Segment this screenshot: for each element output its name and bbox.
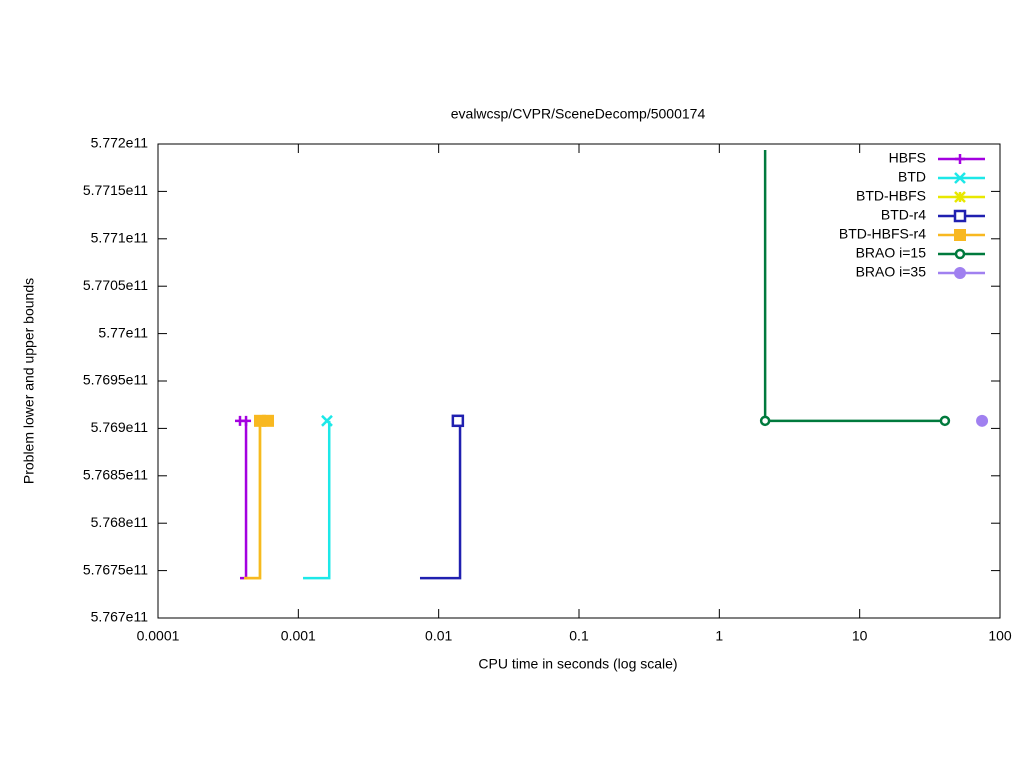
y-tick-label: 5.767e11 [91, 609, 149, 625]
legend-label: BTD-HBFS-r4 [839, 226, 926, 242]
legend-label: BTD-r4 [881, 207, 926, 223]
legend-marker [954, 191, 966, 203]
data-point [241, 415, 252, 426]
y-tick-label: 5.7685e11 [83, 467, 148, 483]
chart-title: evalwcsp/CVPR/SceneDecomp/5000174 [451, 106, 706, 122]
data-point [939, 415, 951, 427]
series-line [419, 420, 462, 580]
legend-marker [953, 209, 967, 223]
x-axis-label: CPU time in seconds (log scale) [478, 656, 677, 672]
legend-marker [954, 248, 966, 260]
legend-label: HBFS [889, 150, 926, 166]
y-tick-label: 5.768e11 [91, 514, 149, 530]
series-line [303, 420, 331, 580]
y-tick-label: 5.77e11 [98, 324, 148, 340]
series-line [243, 420, 262, 580]
y-tick-label: 5.7675e11 [83, 561, 148, 577]
legend-label: BTD-HBFS [856, 188, 926, 204]
x-tick-label: 1 [715, 628, 723, 644]
legend-label: BRAO i=15 [856, 245, 927, 261]
x-tick-label: 0.0001 [137, 628, 180, 644]
legend-marker [955, 154, 965, 164]
y-tick-label: 5.7695e11 [83, 372, 148, 388]
x-tick-label: 100 [988, 628, 1012, 644]
x-tick-label: 0.001 [281, 628, 316, 644]
legend-label: BTD [898, 169, 926, 185]
data-point [451, 414, 465, 428]
y-tick-label: 5.769e11 [91, 419, 149, 435]
data-point [759, 415, 771, 427]
legend-marker [954, 172, 966, 184]
data-point [976, 414, 989, 427]
x-tick-label: 0.1 [569, 628, 589, 644]
legend-marker [954, 229, 966, 241]
y-tick-label: 5.771e11 [91, 230, 149, 246]
x-tick-label: 10 [852, 628, 868, 644]
data-point [262, 414, 275, 427]
data-point [321, 414, 333, 427]
y-tick-label: 5.7715e11 [83, 182, 148, 198]
y-tick-label: 5.772e11 [91, 135, 149, 151]
y-axis-label: Problem lower and upper bounds [21, 278, 37, 484]
legend-marker [954, 267, 966, 279]
x-tick-label: 0.01 [425, 628, 452, 644]
legend-label: BRAO i=35 [856, 264, 927, 280]
y-tick-label: 5.7705e11 [83, 277, 148, 293]
